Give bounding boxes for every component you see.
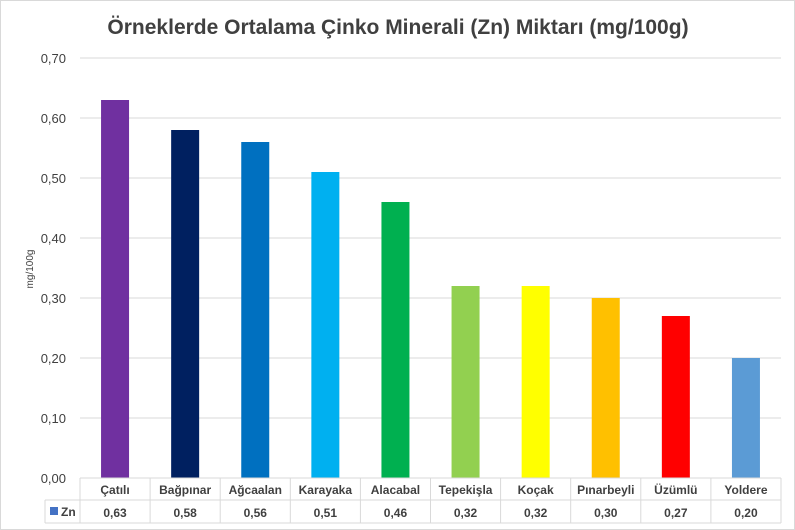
bar-bağpınar bbox=[171, 130, 200, 478]
category-label: Ağcaalan bbox=[229, 483, 282, 497]
y-tick-label: 0,40 bbox=[41, 231, 66, 246]
legend-label: Zn bbox=[61, 505, 76, 519]
data-value: 0,51 bbox=[314, 506, 338, 520]
bar-ağcaalan bbox=[241, 142, 270, 478]
bar-çatılı bbox=[101, 100, 130, 478]
category-label: Üzümlü bbox=[654, 482, 697, 497]
y-axis-label: mg/100g bbox=[25, 250, 36, 289]
y-tick-label: 0,10 bbox=[41, 411, 66, 426]
bar-tepekişla bbox=[451, 286, 480, 478]
data-value: 0,32 bbox=[524, 506, 548, 520]
data-value: 0,56 bbox=[244, 506, 268, 520]
bar-pınarbeyli bbox=[591, 298, 620, 478]
legend-swatch bbox=[50, 507, 58, 515]
chart-title: Örneklerde Ortalama Çinko Minerali (Zn) … bbox=[107, 16, 688, 39]
category-label: Alacabal bbox=[371, 483, 420, 497]
bar-koçak bbox=[521, 286, 550, 478]
bar-alacabal bbox=[381, 202, 410, 478]
data-value: 0,27 bbox=[664, 506, 688, 520]
data-value: 0,20 bbox=[734, 506, 758, 520]
y-tick-label: 0,00 bbox=[41, 471, 66, 486]
category-label: Pınarbeyli bbox=[577, 483, 634, 497]
category-label: Bağpınar bbox=[159, 483, 211, 497]
data-value: 0,63 bbox=[103, 506, 127, 520]
bar-üzümlü bbox=[661, 316, 690, 478]
category-label: Koçak bbox=[518, 483, 554, 497]
y-tick-label: 0,70 bbox=[41, 51, 66, 66]
data-table: Çatılı Bağpınar Ağcaalan Karayaka Alacabal Te… bbox=[44, 477, 782, 524]
y-tick-label: 0,60 bbox=[41, 111, 66, 126]
y-tick-label: 0,20 bbox=[41, 351, 66, 366]
bar-karayaka bbox=[311, 172, 340, 478]
y-tick-label: 0,50 bbox=[41, 171, 66, 186]
data-value: 0,32 bbox=[454, 506, 478, 520]
y-tick-label: 0,30 bbox=[41, 291, 66, 306]
data-value: 0,58 bbox=[173, 506, 197, 520]
data-value: 0,46 bbox=[384, 506, 408, 520]
data-value: 0,30 bbox=[594, 506, 618, 520]
category-label: Karayaka bbox=[299, 483, 353, 497]
y-axis-ticks: 0,00 0,10 0,20 0,30 0,40 0,50 0,60 0,70 bbox=[41, 51, 66, 486]
bar-yoldere bbox=[731, 358, 760, 478]
bars bbox=[101, 100, 760, 478]
category-label: Çatılı bbox=[100, 483, 129, 497]
category-label: Yoldere bbox=[724, 483, 767, 497]
category-label: Tepekişla bbox=[439, 483, 493, 497]
